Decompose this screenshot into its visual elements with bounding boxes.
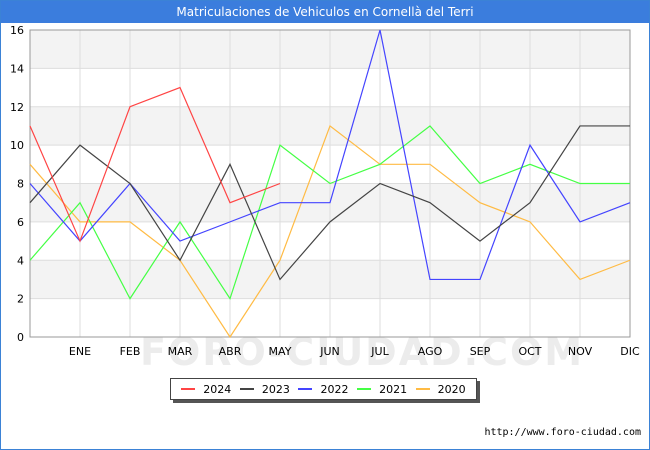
x-tick-label: MAR (168, 345, 193, 358)
legend-item-2022: 2022 (298, 383, 348, 396)
y-tick-label: 16 (10, 24, 24, 37)
legend-item-2020: 2020 (415, 382, 466, 396)
series-line-2024 (29, 86, 281, 243)
x-tick-label: AGO (418, 345, 443, 358)
legend-swatch (298, 388, 313, 390)
legend-item-2024: 2024 (181, 383, 231, 396)
series-line-2020 (29, 124, 631, 339)
x-tick-label: MAY (269, 345, 292, 358)
x-tick-label: SEP (470, 345, 491, 358)
y-tick-label: 12 (10, 101, 24, 114)
y-tick-label: 0 (17, 331, 24, 344)
legend-swatch (415, 388, 430, 390)
legend-label: 2020 (437, 382, 466, 396)
y-tick-label: 4 (17, 254, 24, 267)
legend-label: 2021 (379, 382, 408, 396)
x-tick-label: ENE (69, 345, 91, 358)
legend-item-2021: 2021 (357, 383, 407, 396)
x-tick-label: JUN (319, 345, 340, 358)
source-url[interactable]: http://www.foro-ciudad.com (484, 427, 641, 438)
y-tick-label: 8 (17, 178, 24, 191)
series-line-2021 (29, 125, 630, 301)
y-tick-label: 6 (17, 216, 24, 229)
legend-item-2023: 2023 (239, 382, 290, 396)
x-tick-label: JUL (370, 345, 389, 358)
y-tick-label: 10 (10, 139, 24, 152)
legend-swatch (181, 388, 196, 390)
x-tick-label: FEB (120, 345, 141, 358)
y-tick-label: 2 (17, 293, 24, 306)
legend-swatch (239, 388, 254, 390)
series-line-2023 (29, 125, 630, 281)
y-tick-label: 14 (10, 62, 24, 75)
x-tick-label: OCT (518, 345, 541, 358)
legend: 2024 2023 2022 2021 2020 (170, 378, 477, 400)
chart-title: Matriculaciones de Vehiculos en Cornellà… (1, 1, 649, 23)
legend-swatch (357, 388, 372, 390)
x-tick-label: NOV (568, 345, 593, 358)
x-tick-label: DIC (620, 345, 640, 358)
legend-label: 2024 (203, 382, 232, 396)
legend-label: 2023 (261, 382, 290, 396)
x-tick-label: ABR (219, 345, 242, 358)
legend-label: 2022 (320, 382, 349, 396)
